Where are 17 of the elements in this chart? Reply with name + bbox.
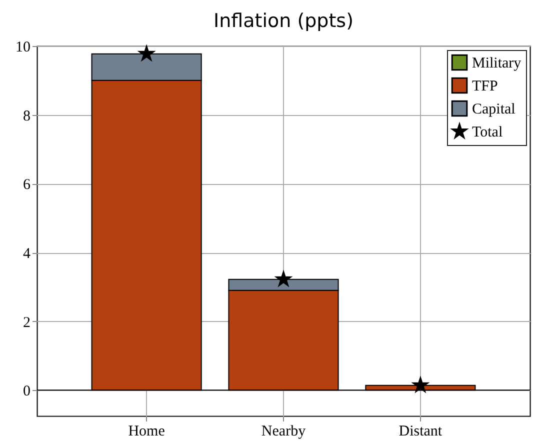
x-tick-label: Distant <box>398 424 443 440</box>
point <box>137 44 156 62</box>
point <box>274 270 293 288</box>
x-tick-label: Nearby <box>261 424 306 440</box>
y-tick-label: 2 <box>23 314 30 331</box>
point <box>411 376 430 394</box>
y-tick-label: 10 <box>16 40 30 56</box>
y-tick-label: 0 <box>23 384 30 400</box>
y-tick-label: 8 <box>23 108 30 124</box>
x-tick-label: Home <box>128 424 166 440</box>
legend-label: Capital <box>472 102 516 118</box>
chart-title: Inflation (ppts) <box>214 10 354 32</box>
legend-label: Military <box>472 56 522 72</box>
y-tick-label: 4 <box>23 246 31 262</box>
y-tick-label: 6 <box>23 177 31 194</box>
legend-label: Total <box>472 124 503 140</box>
legend-label: TFP <box>472 78 498 94</box>
